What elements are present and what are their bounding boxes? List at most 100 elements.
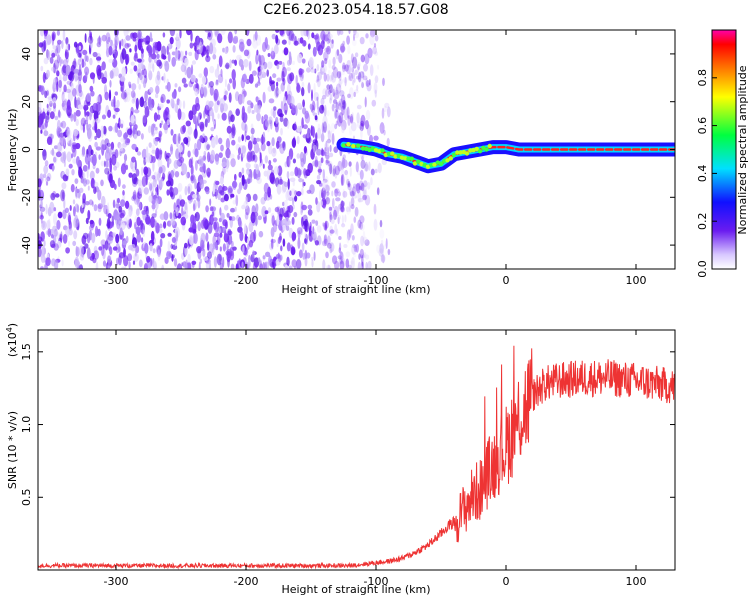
noise-blob <box>251 110 255 114</box>
noise-blob <box>334 165 340 176</box>
noise-blob <box>227 228 232 235</box>
noise-blob <box>68 163 73 169</box>
noise-blob <box>297 169 303 176</box>
noise-blob <box>45 115 50 121</box>
noise-blob <box>95 128 102 139</box>
noise-blob <box>257 68 262 76</box>
colorbar-label: Normalized spectral amplitude <box>736 65 749 234</box>
noise-blob <box>111 232 117 237</box>
noise-blob <box>174 83 178 88</box>
noise-blob <box>311 259 314 268</box>
noise-blob <box>145 216 151 225</box>
noise-blob <box>117 177 121 188</box>
noise-blob <box>327 33 333 39</box>
noise-blob <box>371 99 377 107</box>
noise-blob <box>97 189 102 201</box>
noise-blob <box>47 228 52 238</box>
noise-blob <box>228 187 233 193</box>
noise-blob <box>95 101 101 113</box>
noise-blob <box>328 206 333 211</box>
noise-blob <box>317 78 321 88</box>
noise-blob <box>285 225 290 231</box>
noise-blob <box>116 257 119 266</box>
noise-blob <box>148 48 152 58</box>
noise-blob <box>61 259 64 267</box>
noise-blob <box>148 142 152 149</box>
noise-blob <box>346 106 350 119</box>
noise-blob <box>299 68 305 74</box>
noise-blob <box>351 112 355 124</box>
snr-series-line <box>38 345 675 570</box>
noise-blob <box>333 146 339 153</box>
noise-blob <box>262 91 266 104</box>
noise-blob <box>341 157 345 170</box>
noise-blob <box>302 124 308 130</box>
noise-blob <box>109 157 112 166</box>
noise-blob <box>160 96 164 103</box>
noise-blob <box>87 185 90 191</box>
noise-blob <box>188 227 194 233</box>
noise-blob <box>66 151 72 163</box>
noise-blob <box>76 188 80 194</box>
noise-blob <box>310 148 315 160</box>
noise-blob <box>118 205 123 213</box>
noise-blob <box>326 229 332 237</box>
x-tick-label: -100 <box>364 575 389 588</box>
noise-blob <box>343 101 346 110</box>
noise-blob <box>54 228 58 237</box>
noise-blob <box>199 178 204 190</box>
noise-blob <box>156 59 162 67</box>
noise-blob <box>65 247 70 254</box>
noise-blob <box>56 240 62 249</box>
noise-blob <box>231 180 238 188</box>
noise-blob <box>101 114 107 120</box>
noise-blob <box>234 91 240 102</box>
noise-blob <box>166 99 170 104</box>
noise-blob <box>365 120 369 130</box>
noise-blob <box>258 147 261 155</box>
noise-blob <box>348 72 354 82</box>
x-tick-label: 100 <box>626 575 647 588</box>
noise-blob <box>191 60 197 65</box>
noise-blob <box>148 55 152 63</box>
noise-blob <box>91 154 97 166</box>
noise-blob <box>47 96 53 101</box>
noise-blob <box>140 63 145 70</box>
noise-blob <box>327 130 331 141</box>
noise-blob <box>58 79 63 89</box>
noise-blob <box>186 30 192 36</box>
noise-blob <box>242 245 245 254</box>
noise-blob <box>130 106 134 116</box>
noise-blob <box>40 266 44 269</box>
noise-blob <box>353 216 357 223</box>
noise-blob <box>154 220 157 227</box>
noise-blob <box>184 262 188 269</box>
noise-blob <box>143 102 148 108</box>
noise-blob <box>244 130 247 143</box>
noise-blob <box>225 165 229 173</box>
noise-blob <box>244 233 248 243</box>
noise-blob <box>163 72 166 83</box>
noise-blob <box>68 241 70 247</box>
noise-blob <box>241 167 245 174</box>
noise-blob <box>44 177 50 182</box>
noise-blob <box>241 93 245 104</box>
noise-blob <box>141 148 148 160</box>
noise-blob <box>352 79 355 86</box>
noise-blob <box>181 262 184 267</box>
noise-blob <box>358 72 363 79</box>
noise-blob <box>286 242 291 252</box>
noise-blob <box>108 231 114 239</box>
noise-blob <box>263 114 269 121</box>
noise-blob <box>318 189 322 201</box>
noise-blob <box>132 125 136 135</box>
noise-blob <box>40 214 43 224</box>
noise-blob <box>45 203 48 215</box>
noise-blob <box>356 104 362 110</box>
noise-blob <box>346 178 350 186</box>
noise-blob <box>321 187 326 200</box>
noise-blob <box>104 91 109 101</box>
noise-blob <box>52 77 57 89</box>
noise-blob <box>268 116 271 125</box>
